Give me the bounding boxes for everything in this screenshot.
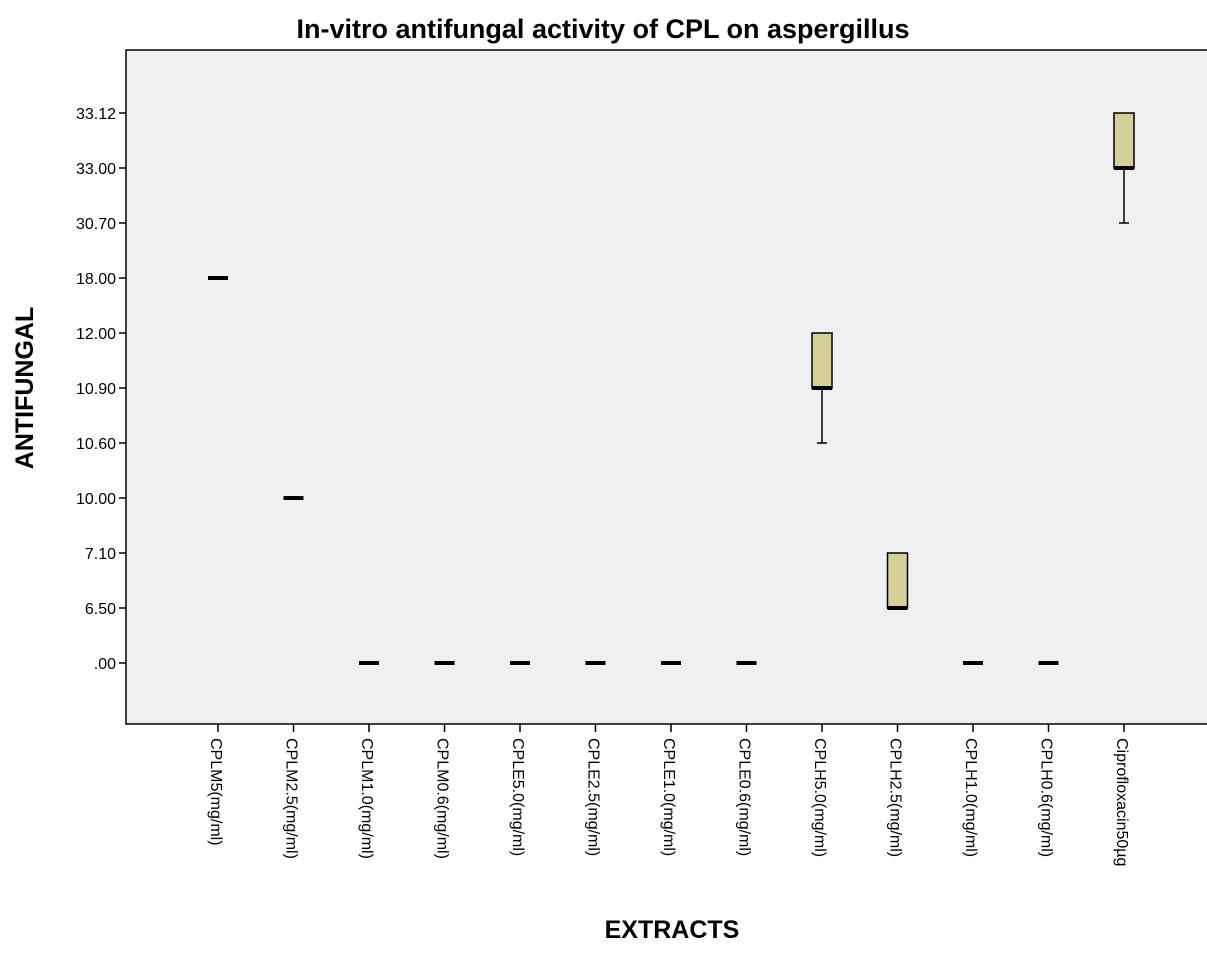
x-tick-label: CPLH5.0(mg/ml) (811, 738, 828, 857)
y-tick-label: 12.00 (76, 326, 116, 343)
y-tick-label: .00 (94, 656, 116, 673)
box-body (811, 332, 833, 389)
x-axis: CPLM5(mg/ml) CPLM2.5(mg/ml) CPLM1.0(mg/ml)… (207, 724, 1130, 866)
y-tick-label: 10.60 (76, 436, 116, 453)
box-13 (1113, 112, 1135, 224)
x-tick-label: CPLH2.5(mg/ml) (887, 738, 904, 857)
y-tick-label: 30.70 (76, 216, 116, 233)
x-tick-label: CPLE1.0(mg/ml) (660, 738, 677, 856)
box-body (886, 552, 909, 609)
y-tick-label: 18.00 (76, 271, 116, 288)
y-axis: .00 6.50 7.10 10.00 10.60 10.90 12.00 18.00 30.7… (76, 106, 126, 673)
x-tick-label: Ciprofloxacin50µg (1113, 738, 1130, 866)
box-series (208, 112, 1135, 665)
y-tick-label: 33.00 (76, 161, 116, 178)
plot-area (125, 49, 1207, 725)
x-tick-label: CPLH0.6(mg/ml) (1038, 738, 1055, 857)
x-axis-label: EXTRACTS (605, 916, 740, 944)
box-body (1113, 112, 1135, 169)
y-tick-label: 7.10 (85, 546, 116, 563)
x-tick-label: CPLM0.6(mg/ml) (434, 738, 451, 859)
x-tick-label: CPLM2.5(mg/ml) (283, 738, 300, 859)
y-tick-label: 6.50 (85, 601, 116, 618)
x-tick-label: CPLH1.0(mg/ml) (962, 738, 979, 857)
y-tick-label: 10.90 (76, 381, 116, 398)
chart-title: In-vitro antifungal activity of CPL on a… (296, 14, 909, 44)
y-axis-label: ANTIFUNGAL (11, 307, 39, 469)
y-tick-label: 33.12 (76, 106, 116, 123)
x-tick-label: CPLM5(mg/ml) (207, 738, 224, 846)
x-tick-label: CPLM1.0(mg/ml) (358, 738, 375, 859)
box-9 (811, 332, 833, 444)
x-tick-label: CPLE2.5(mg/ml) (585, 738, 602, 856)
x-tick-label: CPLE0.6(mg/ml) (736, 738, 753, 856)
y-tick-label: 10.00 (76, 491, 116, 508)
x-tick-label: CPLE5.0(mg/ml) (509, 738, 526, 856)
box-10 (886, 552, 909, 610)
